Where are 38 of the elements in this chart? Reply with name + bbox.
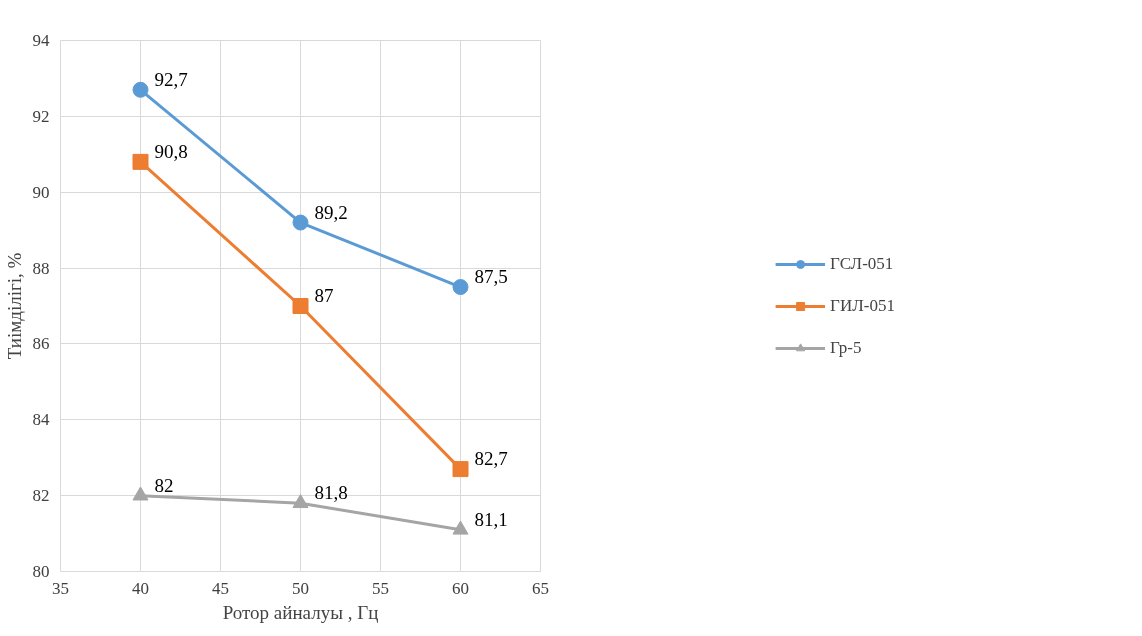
point [452, 520, 469, 535]
data-label: 87,5 [474, 266, 508, 288]
data-label: 82 [154, 474, 174, 496]
y-tick-label: 84 [32, 410, 50, 430]
x-tick-label: 35 [52, 578, 69, 598]
data-label: 82,7 [474, 448, 508, 470]
y-tick-label: 94 [32, 31, 50, 50]
point [132, 81, 149, 98]
x-tick-label: 65 [532, 578, 549, 598]
point [292, 298, 309, 314]
data-label: 81,1 [474, 508, 508, 530]
y-tick-label: 92 [32, 106, 50, 126]
x-tick-label: 50 [292, 578, 309, 598]
legend-label: Гр-5 [830, 337, 862, 358]
data-label: 90,8 [154, 140, 188, 162]
data-label: 81,8 [314, 482, 348, 504]
data-label: 87 [314, 285, 334, 306]
x-tick-label: 40 [132, 578, 149, 598]
point [132, 486, 149, 501]
point [452, 279, 469, 296]
point [292, 494, 309, 509]
y-axis-title: Тиімділігі, % [3, 252, 25, 360]
point [292, 214, 309, 231]
data-label: 89,2 [314, 201, 348, 223]
point [452, 461, 469, 478]
data-label: 92,7 [154, 68, 188, 90]
legend-label: ГИЛ-051 [830, 295, 895, 316]
y-tick-label: 90 [32, 182, 50, 202]
y-tick-label: 80 [32, 562, 50, 581]
x-tick-label: 45 [212, 578, 229, 598]
y-tick-label: 86 [32, 334, 50, 354]
legend-label: ГСЛ-051 [830, 253, 894, 274]
point [132, 153, 149, 170]
y-tick-label: 88 [32, 258, 50, 278]
x-tick-label: 60 [452, 578, 469, 598]
y-tick-label: 82 [32, 486, 50, 506]
x-tick-label: 55 [372, 578, 389, 598]
x-axis-title: Ротор айналуы , Гц [222, 601, 379, 623]
